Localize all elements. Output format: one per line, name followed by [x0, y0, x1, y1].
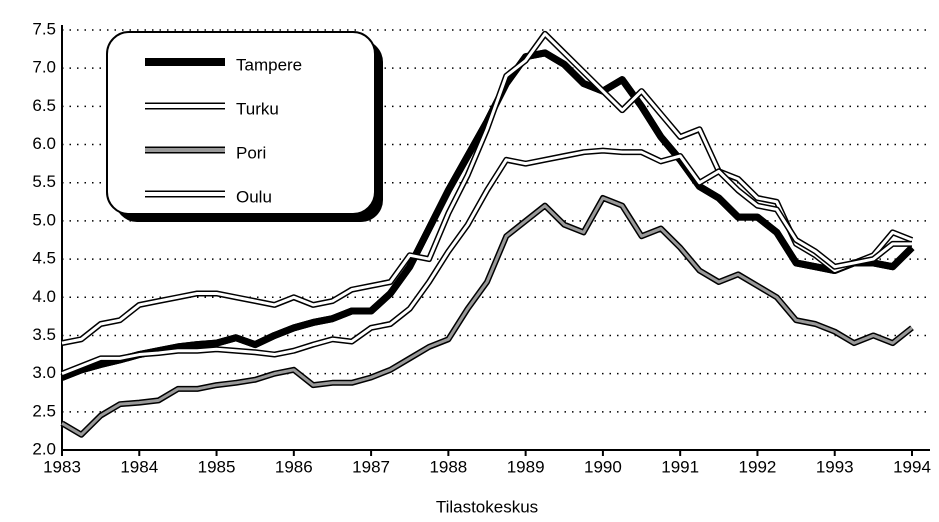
- legend-label: Turku: [236, 99, 279, 118]
- y-tick-label: 5.0: [32, 210, 56, 229]
- x-tick-label: 1994: [893, 457, 931, 476]
- x-tick-label: 1992: [739, 457, 777, 476]
- legend-label: Pori: [236, 143, 266, 162]
- x-tick-label: 1987: [352, 457, 390, 476]
- x-tick-label: 1989: [507, 457, 545, 476]
- x-tick-label: 1990: [584, 457, 622, 476]
- series-line-outline: [60, 195, 914, 438]
- x-tick-label: 1986: [275, 457, 313, 476]
- x-tick-label: 1983: [43, 457, 81, 476]
- x-tick-label: 1985: [198, 457, 236, 476]
- y-tick-label: 3.5: [32, 325, 56, 344]
- legend-label: Oulu: [236, 187, 272, 206]
- series-line: [61, 149, 912, 376]
- x-tick-label: 1988: [429, 457, 467, 476]
- legend: Tampere Turku Pori Oulu: [106, 31, 383, 222]
- y-tick-label: 5.5: [32, 172, 56, 191]
- series-line: [61, 196, 913, 437]
- y-tick-label: 3.0: [32, 363, 56, 382]
- y-tick-label: 2.5: [32, 401, 56, 420]
- y-tick-label: 7.5: [32, 19, 56, 38]
- y-tick-label: 7.0: [32, 58, 56, 77]
- legend-box: [106, 31, 376, 215]
- x-tick-label: 1993: [816, 457, 854, 476]
- x-axis-label: Tilastokeskus: [436, 497, 538, 516]
- y-tick-label: 6.5: [32, 96, 56, 115]
- y-tick-label: 4.5: [32, 249, 56, 268]
- series-line: [61, 32, 913, 345]
- y-tick-label: 2.0: [32, 439, 56, 458]
- y-tick-label: 4.0: [32, 287, 56, 306]
- x-tick-label: 1991: [661, 457, 699, 476]
- x-tick-label: 1984: [120, 457, 158, 476]
- legend-label: Tampere: [236, 55, 302, 74]
- y-tick-label: 6.0: [32, 134, 56, 153]
